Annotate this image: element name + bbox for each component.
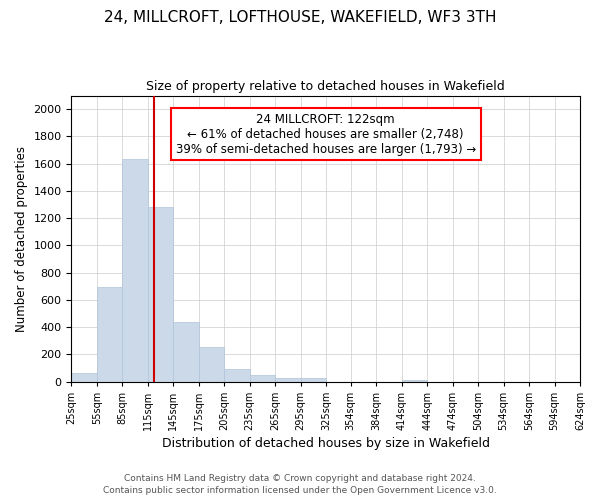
Bar — [122, 159, 148, 382]
Text: 24, MILLCROFT, LOFTHOUSE, WAKEFIELD, WF3 3TH: 24, MILLCROFT, LOFTHOUSE, WAKEFIELD, WF3… — [104, 10, 496, 25]
Bar — [250, 375, 275, 382]
Bar — [224, 370, 250, 382]
Bar — [401, 380, 427, 382]
Bar — [97, 287, 122, 382]
Bar — [301, 378, 326, 382]
Bar — [173, 322, 199, 382]
Text: 24 MILLCROFT: 122sqm
← 61% of detached houses are smaller (2,748)
39% of semi-de: 24 MILLCROFT: 122sqm ← 61% of detached h… — [176, 112, 476, 156]
Bar — [199, 347, 224, 382]
Y-axis label: Number of detached properties: Number of detached properties — [15, 146, 28, 332]
Bar — [275, 378, 301, 382]
Bar — [71, 373, 97, 382]
Title: Size of property relative to detached houses in Wakefield: Size of property relative to detached ho… — [146, 80, 505, 93]
Bar — [148, 206, 173, 382]
Text: Contains HM Land Registry data © Crown copyright and database right 2024.
Contai: Contains HM Land Registry data © Crown c… — [103, 474, 497, 495]
X-axis label: Distribution of detached houses by size in Wakefield: Distribution of detached houses by size … — [162, 437, 490, 450]
